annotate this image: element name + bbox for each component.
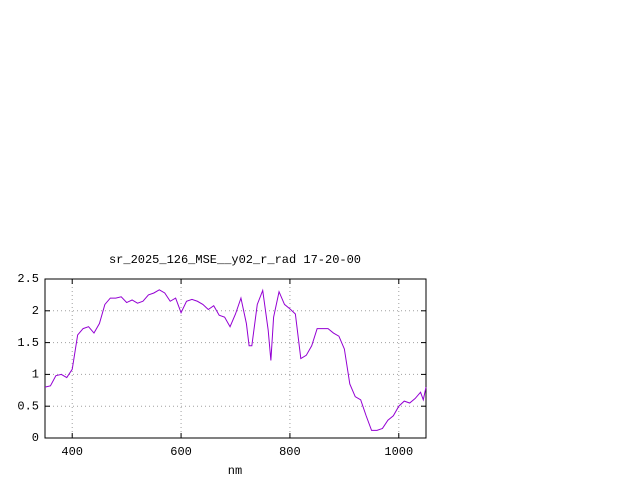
x-tick-label: 600 xyxy=(170,445,192,459)
y-tick-label: 2.5 xyxy=(17,272,39,286)
x-tick-label: 1000 xyxy=(384,445,413,459)
x-tick-label: 400 xyxy=(61,445,83,459)
chart-title: sr_2025_126_MSE__y02_r_rad 17-20-00 xyxy=(109,253,361,267)
y-tick-label: 0.5 xyxy=(17,399,39,413)
plot-border xyxy=(44,278,427,439)
y-tick-label: 2 xyxy=(32,304,39,318)
y-tick-label: 1.5 xyxy=(17,336,39,350)
x-tick-label: 800 xyxy=(279,445,301,459)
data-line xyxy=(44,288,427,431)
y-tick-label: 1 xyxy=(32,368,39,382)
y-tick-label: 0 xyxy=(32,431,39,445)
x-axis-label: nm xyxy=(228,464,242,478)
